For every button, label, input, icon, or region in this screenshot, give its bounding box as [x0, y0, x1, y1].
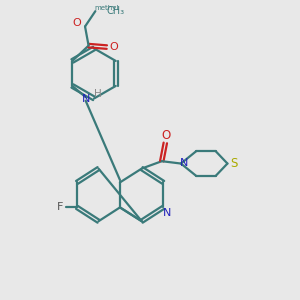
Text: N: N — [180, 158, 189, 168]
Text: H: H — [94, 88, 102, 99]
Text: O: O — [72, 18, 81, 28]
Text: N: N — [81, 94, 90, 103]
Text: S: S — [230, 157, 238, 170]
Text: F: F — [57, 202, 63, 212]
Text: CH₃: CH₃ — [106, 6, 125, 16]
Text: methyl: methyl — [94, 5, 118, 11]
Text: O: O — [109, 42, 118, 52]
Text: O: O — [161, 129, 170, 142]
Text: N: N — [163, 208, 171, 218]
